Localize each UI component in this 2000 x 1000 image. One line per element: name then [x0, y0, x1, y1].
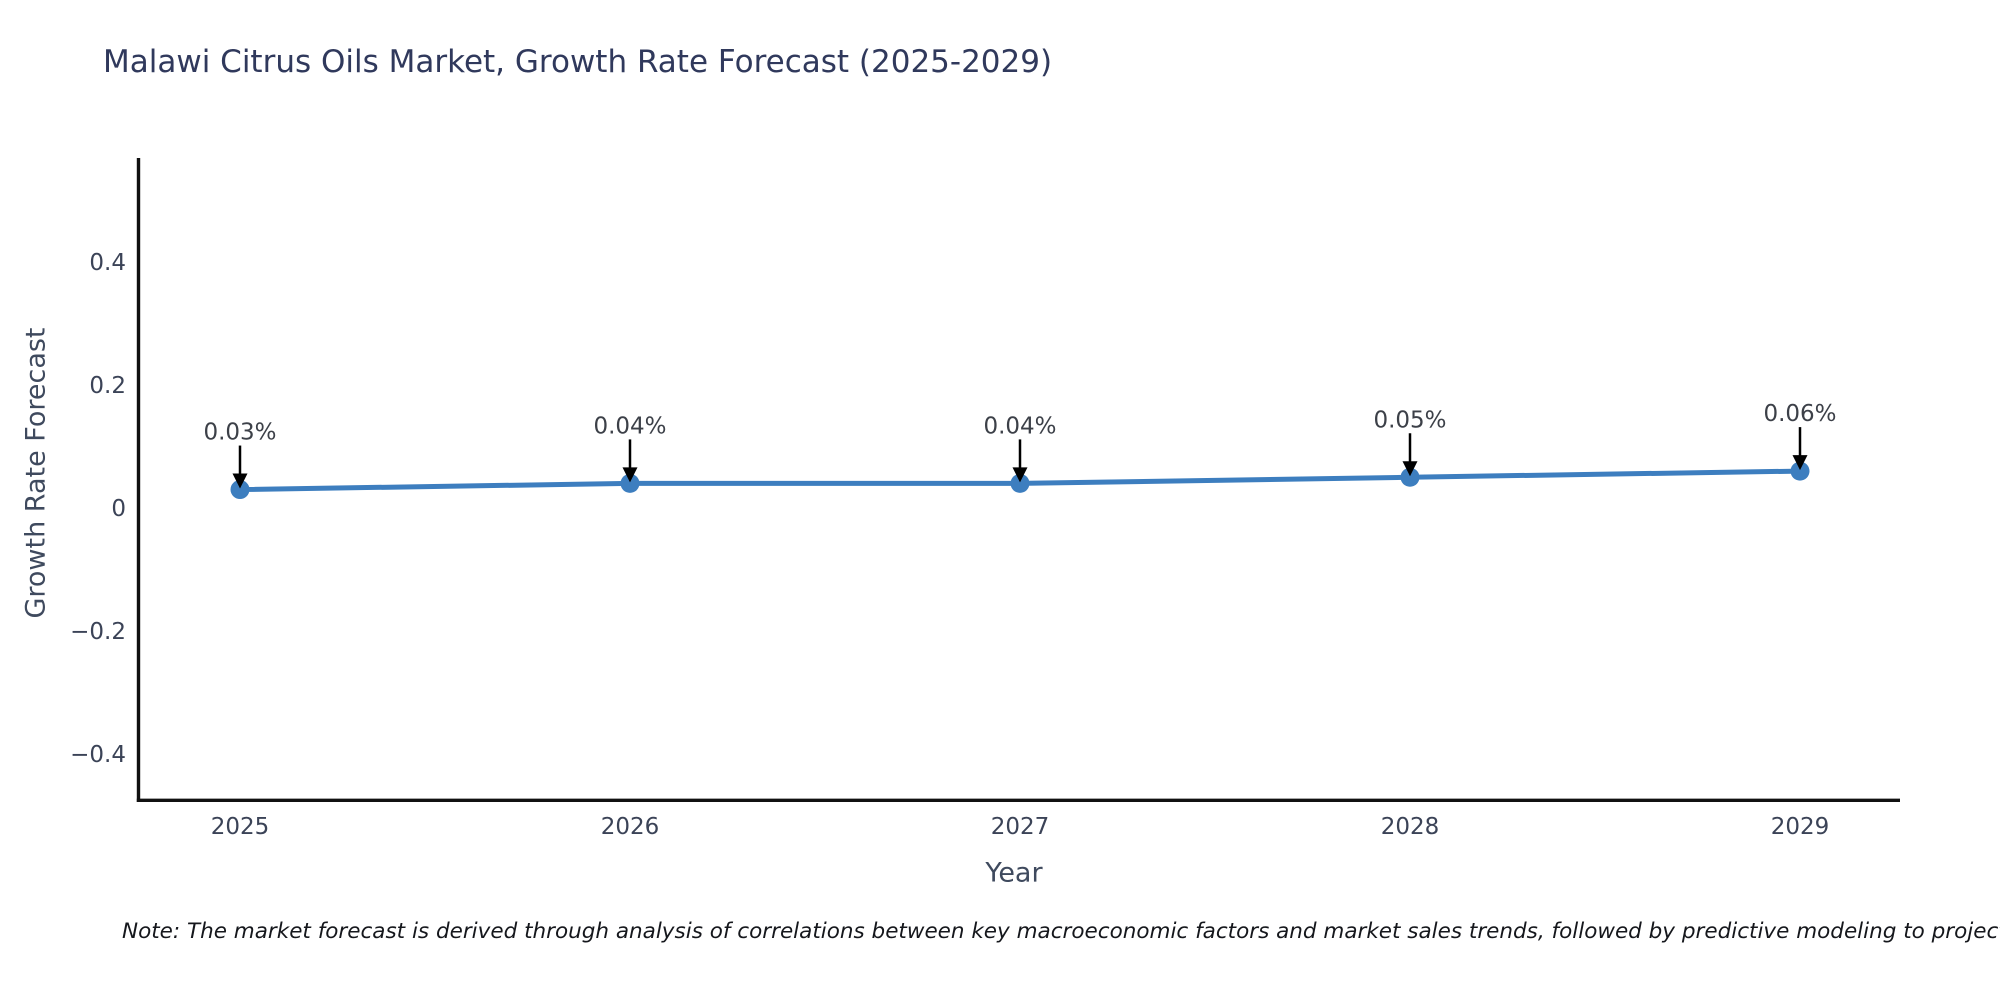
chart-title: Malawi Citrus Oils Market, Growth Rate F…: [103, 44, 1053, 80]
x-axis-tick-labels: 2025 2026 2027 2028 2029: [211, 814, 1830, 840]
y-tick-label: 0: [111, 496, 126, 522]
x-tick-label: 2025: [211, 814, 270, 840]
y-tick-label: −0.4: [70, 742, 126, 768]
point-value-label: 0.04%: [593, 413, 666, 439]
x-tick-label: 2027: [991, 814, 1050, 840]
y-axis-tick-labels: 0.4 0.2 0 −0.2 −0.4: [70, 250, 126, 768]
point-value-label: 0.03%: [203, 420, 276, 446]
annotation-arrowhead: [232, 473, 248, 489]
annotation-arrowhead: [1402, 461, 1418, 477]
footnote: Note: The market forecast is derived thr…: [122, 919, 2000, 944]
data-point-marker: [1790, 461, 1810, 481]
point-value-label: 0.06%: [1763, 401, 1836, 427]
data-point-marker: [1010, 473, 1030, 493]
data-point-marker: [1400, 467, 1420, 487]
annotation-arrowhead: [1792, 455, 1808, 471]
annotation-arrowhead: [1012, 467, 1028, 483]
point-value-label: 0.05%: [1373, 407, 1446, 433]
y-tick-label: 0.4: [89, 250, 126, 276]
annotation-arrowhead: [622, 467, 638, 483]
x-tick-label: 2028: [1381, 814, 1440, 840]
y-tick-label: −0.2: [70, 619, 126, 645]
x-axis-title: Year: [985, 857, 1043, 889]
series-layer: [230, 461, 1810, 500]
point-value-label: 0.04%: [983, 413, 1056, 439]
annotation-layer: 0.03% 0.04% 0.04% 0.05% 0.06%: [203, 401, 1837, 489]
y-tick-label: 0.2: [89, 373, 126, 399]
data-point-marker: [620, 473, 640, 493]
x-tick-label: 2029: [1771, 814, 1830, 840]
x-tick-label: 2026: [601, 814, 660, 840]
data-point-marker: [230, 480, 250, 500]
